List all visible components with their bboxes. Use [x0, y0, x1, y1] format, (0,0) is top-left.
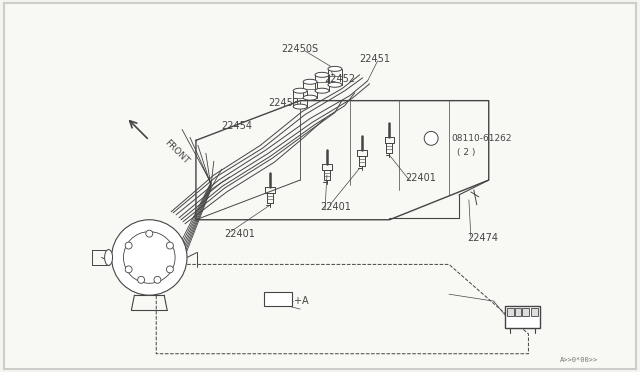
Text: 22454: 22454	[221, 121, 252, 131]
Circle shape	[154, 276, 161, 283]
Ellipse shape	[328, 66, 342, 71]
Ellipse shape	[315, 88, 329, 93]
Text: 22472: 22472	[508, 312, 539, 322]
Bar	[264, 292, 292, 306]
FancyBboxPatch shape	[4, 3, 636, 369]
Text: 22453: 22453	[268, 97, 299, 108]
Ellipse shape	[293, 88, 307, 93]
Text: FRONT: FRONT	[163, 138, 191, 166]
Ellipse shape	[303, 79, 317, 84]
Bar	[507, 308, 513, 316]
Text: 22474+A: 22474+A	[264, 296, 309, 306]
Ellipse shape	[315, 73, 329, 77]
Text: B: B	[428, 134, 434, 143]
Text: 22452: 22452	[324, 74, 355, 84]
Text: 22474: 22474	[467, 232, 498, 243]
Ellipse shape	[303, 95, 317, 100]
Ellipse shape	[293, 104, 307, 109]
Bar	[522, 308, 529, 316]
Text: 22401: 22401	[405, 173, 436, 183]
Circle shape	[111, 220, 187, 295]
Circle shape	[125, 266, 132, 273]
Bar	[504, 306, 540, 328]
Bar	[531, 308, 538, 316]
Circle shape	[125, 242, 132, 249]
Circle shape	[146, 230, 153, 237]
Circle shape	[138, 276, 145, 283]
Ellipse shape	[328, 82, 342, 87]
Circle shape	[166, 242, 173, 249]
Circle shape	[124, 232, 175, 283]
Text: ( 2 ): ( 2 )	[457, 148, 476, 157]
Ellipse shape	[104, 250, 113, 265]
Circle shape	[424, 131, 438, 145]
Text: A>>0*00>>: A>>0*00>>	[559, 357, 598, 363]
Text: 22450S: 22450S	[282, 44, 319, 54]
Text: 22401: 22401	[320, 202, 351, 212]
Text: 08110-61262: 08110-61262	[451, 134, 511, 143]
Text: 22451: 22451	[359, 54, 390, 64]
Text: 22401: 22401	[225, 229, 255, 239]
Bar	[515, 308, 522, 316]
Circle shape	[166, 266, 173, 273]
